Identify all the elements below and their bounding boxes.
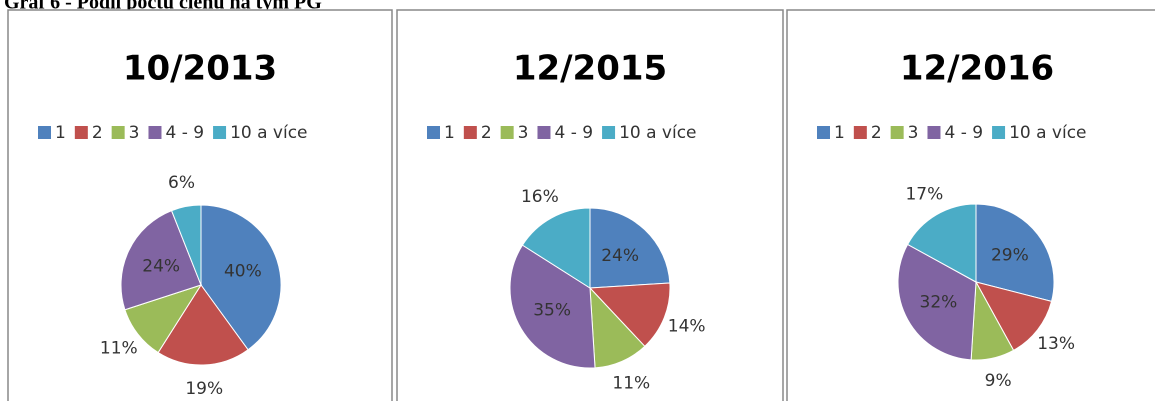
value-label: 14%: [668, 316, 706, 336]
legend-label: 10 a více: [230, 123, 307, 143]
legend-label: 10 a více: [619, 123, 696, 143]
value-label: 9%: [985, 371, 1012, 391]
legend-swatch: [927, 126, 941, 139]
value-label: 24%: [601, 246, 639, 266]
value-label: 24%: [142, 256, 180, 276]
value-label: 35%: [533, 300, 571, 320]
pie-slice: [509, 244, 596, 369]
pie-slice: [157, 284, 249, 366]
legend-label: 4 - 9: [165, 123, 204, 143]
legend-swatch: [111, 126, 125, 139]
legend-swatch: [38, 126, 51, 139]
legend-swatch: [427, 126, 440, 139]
pie-slice: [170, 204, 202, 286]
legend-label: 10 a více: [1009, 123, 1086, 143]
value-label: 29%: [991, 246, 1029, 266]
legend-label: 1: [834, 123, 845, 143]
chart-title: 12/2016: [900, 49, 1054, 89]
pie-slice: [521, 207, 591, 289]
chart: 10/2013 1 2 3 4 - 9 10 a více 40% 19% 11% 24% 6%: [7, 9, 393, 401]
legend-label: 3: [518, 123, 529, 143]
chart: 12/2015 1 2 3 4 - 9 10 a více 24% 14% 11% 35% 16%: [396, 9, 784, 401]
value-label: 16%: [521, 187, 559, 207]
legend-swatch: [602, 126, 616, 139]
pie-slice: [906, 203, 977, 283]
value-label: 11%: [100, 339, 138, 359]
legend-label: 1: [444, 123, 455, 143]
pie-slice: [589, 207, 671, 289]
pie-slice: [975, 203, 1055, 303]
value-label: 17%: [905, 185, 943, 205]
legend-swatch: [213, 126, 227, 139]
chart-title: 10/2013: [123, 49, 277, 89]
legend-label: 1: [55, 123, 66, 143]
legend-swatch: [463, 126, 477, 139]
pie-slice: [588, 282, 671, 348]
legend-swatch: [890, 126, 904, 139]
legend-swatch: [817, 126, 830, 139]
legend-label: 3: [908, 123, 919, 143]
pie-slice: [200, 204, 282, 351]
legend-label: 3: [129, 123, 140, 143]
chart: 12/2016 1 2 3 4 - 9 10 a více 29% 13% 9% 32% 17%: [786, 9, 1155, 401]
pie-slice: [975, 281, 1053, 352]
legend-label: 4 - 9: [944, 123, 983, 143]
chart-title: 12/2015: [513, 49, 667, 89]
value-label: 6%: [168, 173, 195, 193]
value-label: 11%: [612, 373, 650, 393]
legend-swatch: [992, 126, 1006, 139]
legend-label: 2: [481, 123, 492, 143]
value-label: 32%: [920, 293, 958, 313]
value-label: 13%: [1037, 334, 1075, 354]
pie-slice: [897, 243, 977, 361]
value-label: 19%: [185, 379, 223, 399]
legend-swatch: [853, 126, 867, 139]
legend-label: 2: [92, 123, 103, 143]
legend-swatch: [500, 126, 514, 139]
value-label: 40%: [224, 261, 262, 281]
legend-swatch: [537, 126, 551, 139]
legend-label: 2: [871, 123, 882, 143]
legend-label: 4 - 9: [554, 123, 593, 143]
legend-swatch: [148, 126, 162, 139]
legend-swatch: [74, 126, 88, 139]
